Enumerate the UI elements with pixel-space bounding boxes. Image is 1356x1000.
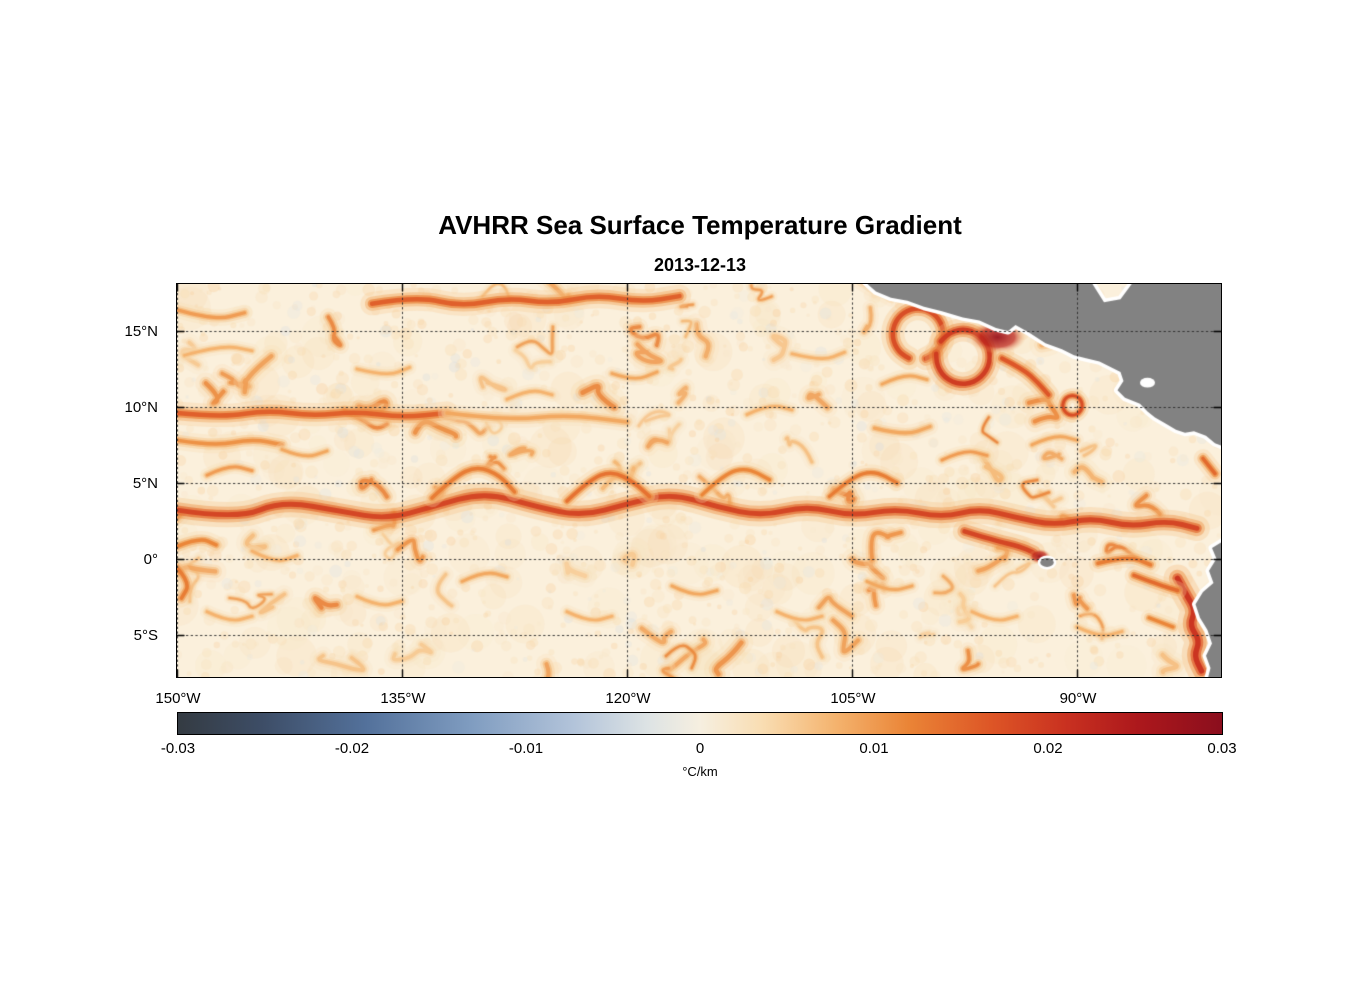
y-tick-label: 15°N [124, 323, 158, 341]
figure-title: AVHRR Sea Surface Temperature Gradient [438, 210, 962, 240]
colorbar-tick-label: -0.03 [160, 740, 196, 757]
colorbar-unit-label: °C/km [682, 764, 718, 779]
y-tick-label: 10°N [124, 398, 158, 416]
x-tick-label: 120°W [605, 690, 651, 707]
x-tick-label: 135°W [380, 690, 426, 707]
colorbar-tick-labels: -0.03 -0.02 -0.01 0 0.01 0.02 0.03 [161, 740, 1237, 760]
y-tick-label: 5°N [132, 474, 158, 492]
sst-gradient-heatmap [177, 284, 1221, 677]
x-tick-label: 150°W [155, 690, 201, 707]
x-axis-tick-labels: 150°W 135°W 120°W 105°W 90°W [155, 684, 1222, 708]
colorbar [177, 712, 1223, 735]
colorbar-tick-label: 0.03 [1207, 740, 1237, 757]
y-tick-label: 0° [143, 550, 158, 568]
y-axis-tick-labels: 15°N 10°N 5°N 0° 5°S [0, 285, 168, 678]
colorbar-tick-label: -0.01 [508, 740, 544, 757]
colorbar-tick-label: 0.02 [1033, 740, 1063, 757]
map-axes [176, 283, 1222, 678]
colorbar-tick-label: 0 [695, 740, 705, 757]
x-tick-label: 105°W [830, 690, 876, 707]
x-tick-label: 90°W [1059, 690, 1097, 707]
y-tick-label: 5°S [133, 626, 158, 644]
figure-date-subtitle: 2013-12-13 [653, 255, 747, 275]
colorbar-tick-label: -0.02 [334, 740, 370, 757]
colorbar-tick-label: 0.01 [859, 740, 889, 757]
